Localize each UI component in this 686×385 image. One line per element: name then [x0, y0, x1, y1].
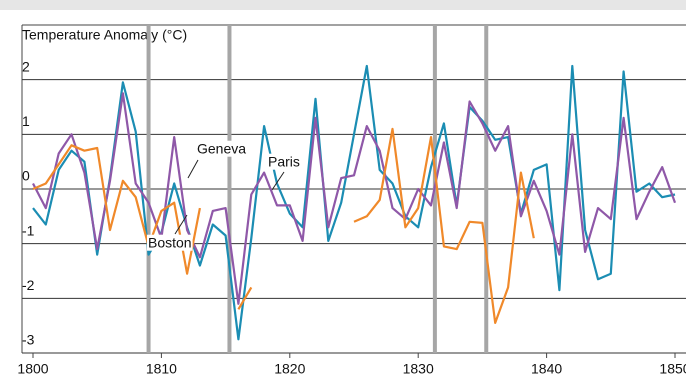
- x-tick-label: 1810: [146, 361, 177, 377]
- label-leader: [271, 171, 285, 191]
- y-tick-label: 1: [22, 113, 30, 129]
- series-label-bg: [147, 234, 193, 251]
- series-label: Boston: [148, 235, 192, 251]
- x-tick-label: 1840: [531, 361, 562, 377]
- y-tick-label: -1: [22, 222, 35, 238]
- series-line: [32, 127, 535, 324]
- y-tick-label: 2: [22, 58, 30, 74]
- series-label: Paris: [268, 154, 300, 170]
- series-line: [32, 92, 677, 305]
- series-label-bg: [267, 153, 301, 170]
- y-tick-label: -3: [22, 332, 35, 348]
- series-line: [32, 64, 676, 341]
- top-band: [0, 0, 686, 10]
- label-leader: [187, 159, 199, 179]
- x-tick-label: 1820: [274, 361, 305, 377]
- series-label: Geneva: [197, 141, 246, 157]
- y-tick-label: 0: [22, 168, 30, 184]
- x-tick-label: 1830: [403, 361, 434, 377]
- series-label-bg: [196, 140, 248, 157]
- x-tick-label: 1800: [17, 361, 48, 377]
- y-axis-label: Temperature Anomaly (°C): [22, 27, 187, 43]
- x-tick-label: 1850: [659, 361, 686, 377]
- y-tick-label: -2: [22, 277, 35, 293]
- label-leader: [174, 214, 188, 235]
